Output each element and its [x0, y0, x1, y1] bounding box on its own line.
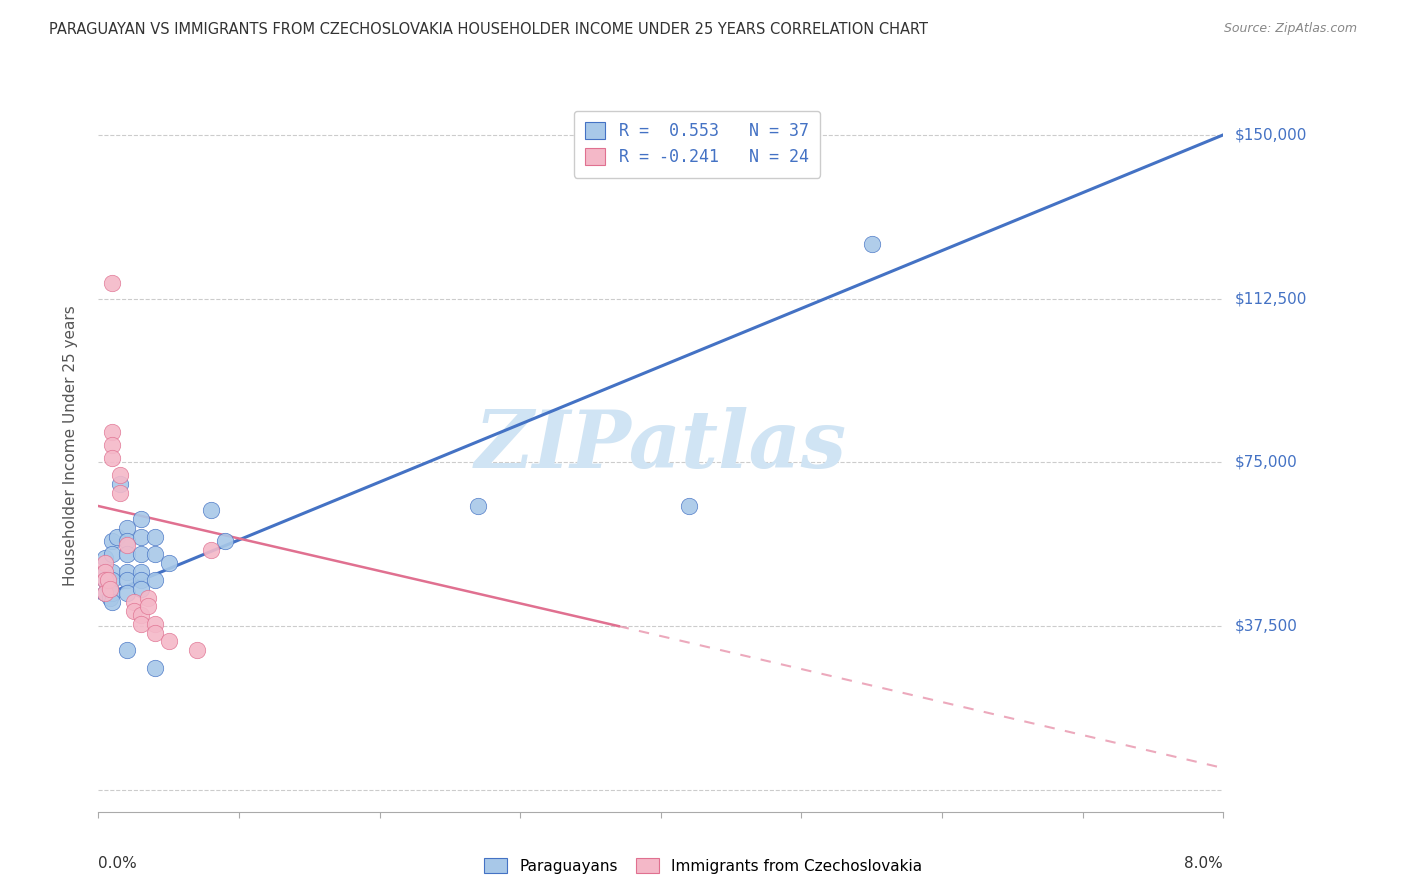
- Point: [200, 542, 222, 557]
- Text: 8.0%: 8.0%: [1184, 855, 1223, 871]
- Point: [97, 574, 120, 588]
- Text: ZIPatlas: ZIPatlas: [475, 408, 846, 484]
- Point: [101, 595, 124, 609]
- Point: [94, 565, 117, 579]
- Point: [101, 425, 124, 439]
- Point: [108, 477, 131, 491]
- Point: [129, 512, 152, 526]
- Point: [143, 574, 166, 588]
- Point: [94, 574, 117, 588]
- Text: Source: ZipAtlas.com: Source: ZipAtlas.com: [1223, 22, 1357, 36]
- Point: [101, 277, 124, 291]
- Point: [136, 599, 159, 614]
- Point: [115, 533, 138, 548]
- Text: $75,000: $75,000: [1234, 455, 1298, 470]
- Point: [678, 499, 700, 513]
- Point: [129, 565, 152, 579]
- Point: [129, 582, 152, 596]
- Text: 0.0%: 0.0%: [98, 855, 138, 871]
- Point: [157, 556, 180, 570]
- Point: [143, 625, 166, 640]
- Point: [129, 547, 152, 561]
- Point: [143, 530, 166, 544]
- Point: [129, 530, 152, 544]
- Point: [94, 565, 117, 579]
- Legend: Paraguayans, Immigrants from Czechoslovakia: Paraguayans, Immigrants from Czechoslova…: [478, 852, 928, 880]
- Point: [186, 643, 208, 657]
- Text: PARAGUAYAN VS IMMIGRANTS FROM CZECHOSLOVAKIA HOUSEHOLDER INCOME UNDER 25 YEARS C: PARAGUAYAN VS IMMIGRANTS FROM CZECHOSLOV…: [49, 22, 928, 37]
- Legend: R =  0.553   N = 37, R = -0.241   N = 24: R = 0.553 N = 37, R = -0.241 N = 24: [574, 111, 820, 178]
- Point: [115, 547, 138, 561]
- Point: [101, 450, 124, 465]
- Point: [94, 556, 117, 570]
- Point: [101, 547, 124, 561]
- Point: [143, 660, 166, 674]
- Point: [115, 538, 138, 552]
- Point: [467, 499, 489, 513]
- Y-axis label: Householder Income Under 25 years: Householder Income Under 25 years: [63, 306, 77, 586]
- Point: [94, 586, 117, 600]
- Point: [129, 608, 152, 623]
- Point: [115, 643, 138, 657]
- Point: [98, 591, 121, 605]
- Point: [94, 574, 117, 588]
- Point: [143, 616, 166, 631]
- Point: [115, 574, 138, 588]
- Point: [94, 586, 117, 600]
- Point: [157, 634, 180, 648]
- Point: [129, 574, 152, 588]
- Text: $112,500: $112,500: [1234, 291, 1306, 306]
- Point: [115, 586, 138, 600]
- Point: [101, 533, 124, 548]
- Point: [105, 530, 128, 544]
- Point: [98, 582, 121, 596]
- Point: [129, 616, 152, 631]
- Point: [200, 503, 222, 517]
- Text: $37,500: $37,500: [1234, 619, 1298, 633]
- Point: [115, 521, 138, 535]
- Point: [94, 551, 117, 566]
- Point: [108, 486, 131, 500]
- Point: [122, 595, 145, 609]
- Point: [115, 565, 138, 579]
- Point: [101, 565, 124, 579]
- Point: [97, 577, 120, 591]
- Point: [101, 438, 124, 452]
- Point: [108, 468, 131, 483]
- Point: [101, 586, 124, 600]
- Text: $150,000: $150,000: [1234, 128, 1306, 143]
- Point: [143, 547, 166, 561]
- Point: [214, 533, 236, 548]
- Point: [122, 604, 145, 618]
- Point: [860, 237, 883, 252]
- Point: [136, 591, 159, 605]
- Point: [101, 574, 124, 588]
